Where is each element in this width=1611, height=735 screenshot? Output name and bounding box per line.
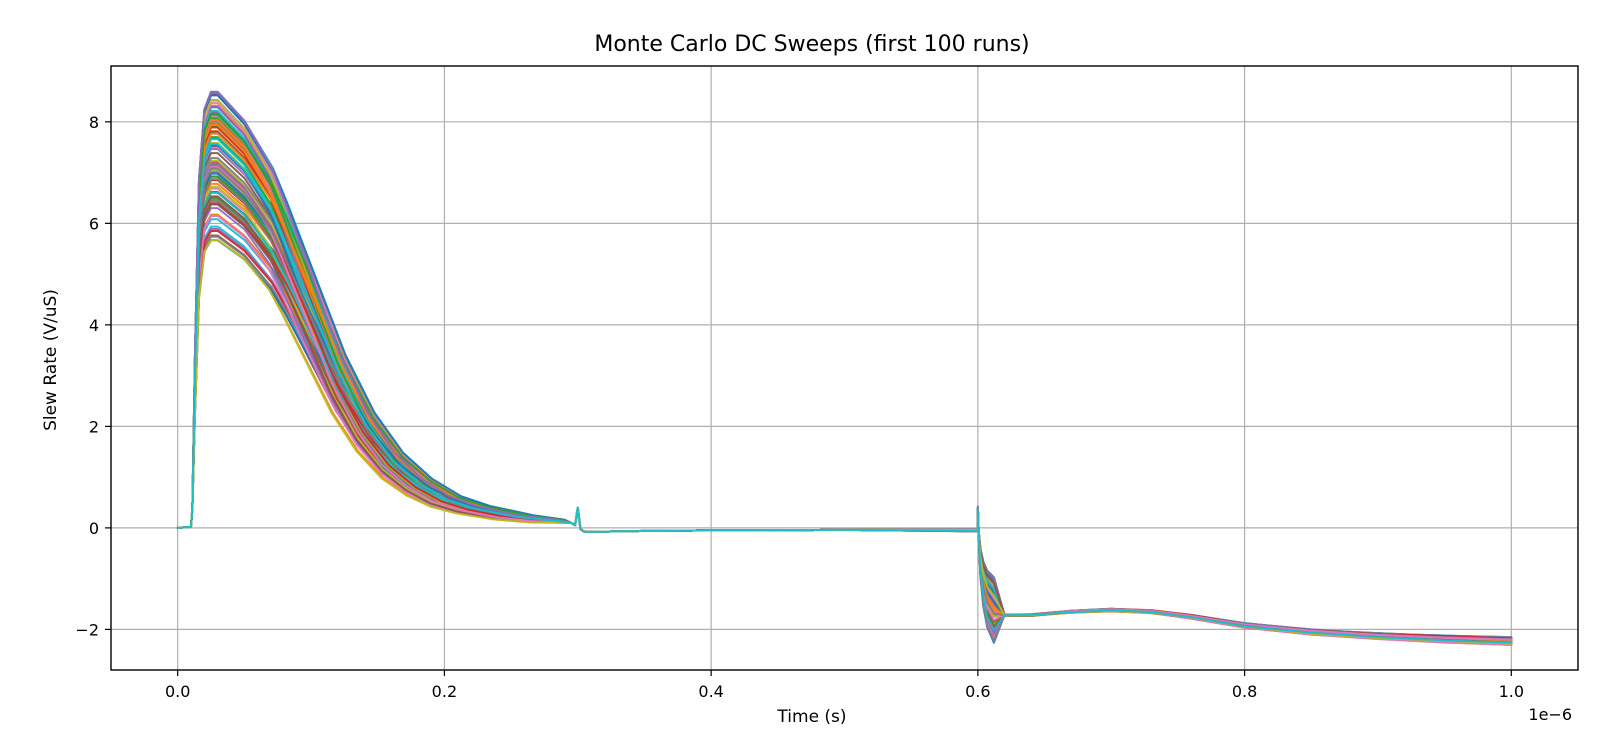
run-curve (176, 175, 1513, 646)
run-curve (176, 109, 1513, 642)
run-curve (176, 162, 1513, 639)
run-curve (176, 182, 1513, 645)
y-tick-label: 8 (89, 113, 99, 132)
run-curve (176, 124, 1513, 644)
run-curve (176, 94, 1513, 643)
run-curve (176, 157, 1513, 642)
run-curve (176, 172, 1513, 640)
series-group (176, 90, 1513, 646)
y-tick-label: 6 (89, 214, 99, 233)
run-curve (176, 114, 1513, 645)
run-curve (176, 117, 1513, 642)
run-curve (176, 92, 1513, 641)
run-curve (176, 160, 1513, 644)
x-tick-label: 1.0 (1499, 682, 1524, 701)
run-curve (176, 114, 1513, 646)
run-curve (176, 102, 1513, 640)
run-curve (176, 178, 1513, 642)
run-curve (176, 119, 1513, 642)
run-curve (176, 142, 1513, 645)
run-curve (176, 123, 1513, 644)
run-curve (176, 117, 1513, 645)
run-curve (176, 130, 1513, 643)
run-curve (176, 117, 1513, 643)
run-curve (176, 168, 1513, 644)
grid (111, 66, 1578, 670)
run-curve (176, 111, 1513, 646)
run-curve (176, 119, 1513, 646)
run-curve (176, 90, 1513, 644)
run-curve (176, 113, 1513, 640)
run-curve (176, 131, 1513, 645)
run-curve (176, 104, 1513, 640)
run-curve (176, 186, 1513, 642)
run-curve (176, 132, 1513, 643)
run-curve (176, 163, 1513, 641)
x-axis-label: Time (s) (776, 707, 846, 727)
run-curve (176, 99, 1513, 642)
run-curve (176, 105, 1513, 642)
run-curve (176, 136, 1513, 639)
y-axis-label: Slew Rate (V/uS) (41, 289, 61, 431)
run-curve (176, 91, 1513, 640)
run-curve (176, 165, 1513, 641)
run-curve (176, 167, 1513, 641)
run-curve (176, 152, 1513, 643)
run-curve (176, 146, 1513, 644)
run-curve (176, 143, 1513, 646)
x-tick-label: 0.0 (165, 682, 190, 701)
run-curve (176, 91, 1513, 641)
run-curve (176, 106, 1513, 644)
run-curve (176, 175, 1513, 641)
run-curve (176, 165, 1513, 640)
run-curve (176, 167, 1513, 644)
run-curve (176, 145, 1513, 642)
run-curve (176, 137, 1513, 644)
run-curve (176, 94, 1513, 641)
run-curve (176, 123, 1513, 644)
run-curve (176, 122, 1513, 641)
run-curve (176, 119, 1513, 646)
run-curve (176, 138, 1513, 639)
run-curve (176, 99, 1513, 646)
run-curve (176, 143, 1513, 644)
y-tick-label: −2 (75, 620, 99, 639)
run-curve (176, 120, 1513, 639)
run-curve (176, 178, 1513, 642)
run-curve (176, 126, 1513, 644)
x-axis-offset-label: 1e−6 (1528, 705, 1572, 724)
run-curve (176, 113, 1513, 641)
x-tick-label: 0.4 (698, 682, 723, 701)
run-curve (176, 191, 1513, 639)
x-axis: 0.0 0.2 0.4 0.6 0.8 1.0 (165, 670, 1524, 701)
run-curve (176, 170, 1513, 643)
x-tick-label: 0.8 (1232, 682, 1257, 701)
run-curve (176, 111, 1513, 642)
x-tick-label: 0.2 (432, 682, 457, 701)
y-tick-label: 2 (89, 417, 99, 436)
run-curve (176, 159, 1513, 642)
run-curve (176, 111, 1513, 639)
y-tick-label: 0 (89, 519, 99, 538)
y-tick-label: 4 (89, 316, 99, 335)
run-curve (176, 163, 1513, 641)
run-curve (176, 179, 1513, 644)
run-curve (176, 146, 1513, 642)
run-curve (176, 130, 1513, 643)
run-curve (176, 187, 1513, 643)
run-curve (176, 146, 1513, 643)
y-axis: −2 0 2 4 6 8 (75, 113, 111, 639)
run-curve (176, 99, 1513, 639)
run-curve (176, 144, 1513, 639)
chart-title: Monte Carlo DC Sweeps (first 100 runs) (594, 32, 1029, 57)
run-curve (176, 91, 1513, 643)
plot-frame (110, 65, 1579, 671)
run-curve (176, 171, 1513, 646)
x-tick-label: 0.6 (965, 682, 990, 701)
run-curve (176, 105, 1513, 646)
